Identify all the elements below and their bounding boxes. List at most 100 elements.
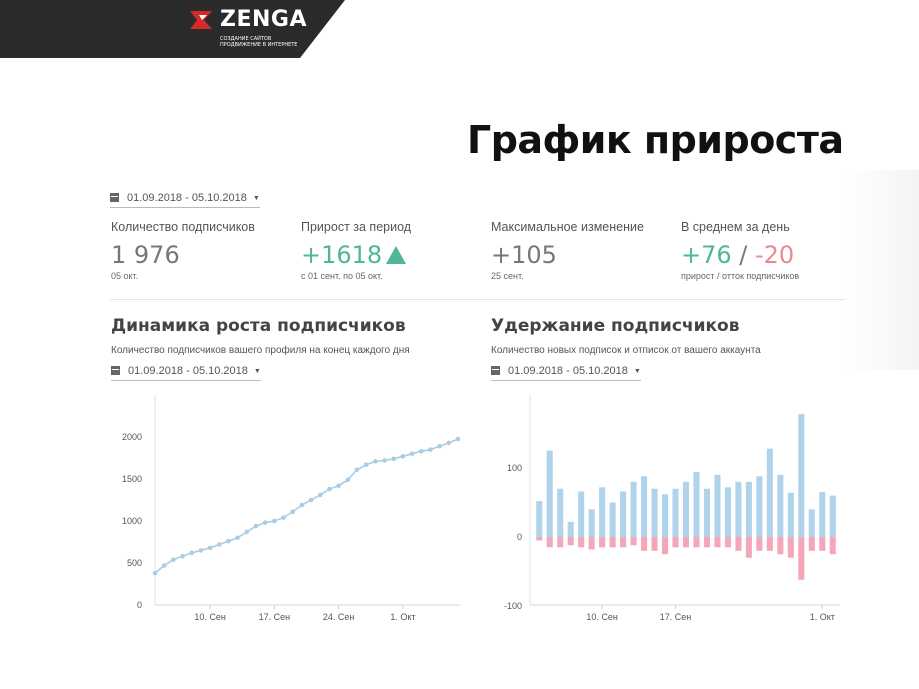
stat-value-row: +76 / -20 (681, 241, 799, 269)
data-point (152, 570, 158, 576)
bar-unsubscriptions (766, 537, 773, 551)
bar-unsubscriptions (819, 537, 826, 551)
bar-unsubscriptions (536, 537, 543, 541)
data-point (455, 436, 461, 442)
background-shade (845, 170, 919, 370)
data-point (400, 454, 406, 459)
stat-value: 1 976 (111, 241, 180, 269)
y-tick-label: 2000 (122, 432, 142, 442)
data-point (437, 443, 442, 449)
bar-subscriptions (609, 502, 616, 537)
data-point (253, 523, 259, 529)
data-point (207, 545, 213, 551)
slide-title: График прироста (467, 118, 844, 162)
bar-subscriptions (829, 495, 836, 537)
bar-subscriptions (735, 481, 742, 537)
stat-value-separator: / (731, 241, 755, 269)
data-point (189, 550, 195, 556)
stat-sub: 05 окт. (111, 271, 139, 281)
data-point (336, 483, 341, 489)
data-point (373, 459, 378, 464)
data-point (216, 542, 222, 547)
top-date-range-picker[interactable]: 01.09.2018 - 05.10.2018 ▼ (110, 192, 260, 208)
date-range-text: 01.09.2018 - 05.10.2018 (127, 192, 247, 204)
data-point (281, 515, 286, 520)
bar-subscriptions (578, 491, 585, 537)
stat-value: +1618 (301, 241, 383, 269)
data-point (171, 557, 176, 562)
bar-subscriptions (567, 521, 574, 537)
bar-unsubscriptions (599, 537, 606, 548)
bar-subscriptions (630, 481, 637, 537)
data-point (290, 509, 296, 515)
x-tick-label: 1. Окт (810, 612, 835, 622)
growth-date-range-picker[interactable]: 01.09.2018 - 05.10.2018 ▼ (111, 365, 261, 381)
bar-unsubscriptions (745, 537, 752, 558)
y-tick-label: -100 (504, 601, 522, 611)
bar-unsubscriptions (620, 537, 627, 548)
data-point (409, 451, 415, 457)
bar-subscriptions (682, 481, 690, 537)
data-point (418, 448, 424, 454)
bar-subscriptions (714, 474, 721, 537)
bar-subscriptions (724, 487, 731, 537)
calendar-icon (110, 192, 119, 202)
y-tick-label: 0 (517, 532, 522, 542)
x-tick-label: 10. Сен (586, 612, 618, 622)
data-point (235, 535, 240, 541)
bar-subscriptions (819, 492, 826, 537)
bar-unsubscriptions (714, 537, 721, 548)
bar-unsubscriptions (693, 537, 700, 548)
retention-section-title: Удержание подписчиков (491, 316, 740, 336)
bar-subscriptions (641, 476, 648, 537)
bar-subscriptions (777, 474, 784, 537)
data-point (308, 497, 314, 503)
banner-shape (0, 0, 345, 58)
data-point (161, 563, 167, 568)
x-tick-label: 1. Окт (390, 612, 415, 622)
data-point (299, 502, 305, 508)
bar-subscriptions (620, 491, 627, 537)
bar-unsubscriptions (672, 537, 679, 548)
logo-text: ZENGA (220, 7, 307, 32)
bar-subscriptions (808, 509, 815, 537)
up-triangle-icon (386, 246, 407, 264)
data-point (354, 467, 360, 473)
date-range-text: 01.09.2018 - 05.10.2018 (128, 365, 248, 377)
bar-subscriptions (703, 488, 711, 537)
y-tick-label: 1000 (122, 516, 142, 526)
bar-subscriptions (756, 476, 763, 537)
bar-unsubscriptions (641, 537, 648, 551)
bar-unsubscriptions (787, 537, 794, 558)
bar-subscriptions (599, 487, 606, 537)
bar-unsubscriptions (567, 537, 574, 546)
x-tick-label: 10. Сен (194, 612, 226, 622)
bar-subscriptions (536, 501, 543, 537)
bar-subscriptions (546, 450, 553, 537)
bar-unsubscriptions (578, 537, 585, 548)
bar-unsubscriptions (798, 537, 805, 580)
bar-subscriptions (651, 488, 658, 537)
bar-subscriptions (693, 472, 700, 537)
data-point (428, 447, 433, 452)
stat-sub: с 01 сент. по 05 окт. (301, 271, 383, 281)
stat-label: В среднем за день (681, 220, 790, 234)
bar-subscriptions (766, 448, 773, 537)
retention-date-range-picker[interactable]: 01.09.2018 - 05.10.2018 ▼ (491, 365, 641, 381)
stat-growth: Прирост за период +1618 с 01 сент. по 05… (301, 220, 411, 281)
calendar-icon (491, 365, 500, 375)
bar-unsubscriptions (724, 537, 731, 548)
bar-unsubscriptions (546, 537, 553, 548)
y-tick-label: 500 (127, 558, 142, 568)
y-tick-label: 1500 (122, 474, 142, 484)
stat-value: +105 (491, 241, 557, 269)
caret-down-icon: ▼ (252, 194, 260, 202)
bar-unsubscriptions (588, 537, 595, 550)
stat-label: Прирост за период (301, 220, 412, 234)
stat-value-row: +1618 (301, 241, 411, 269)
bar-unsubscriptions (703, 537, 711, 548)
stat-subscribers: Количество подписчиков 1 976 05 окт. (111, 220, 255, 281)
data-point (317, 492, 323, 498)
caret-down-icon: ▼ (253, 367, 261, 375)
bar-subscriptions (557, 488, 564, 537)
